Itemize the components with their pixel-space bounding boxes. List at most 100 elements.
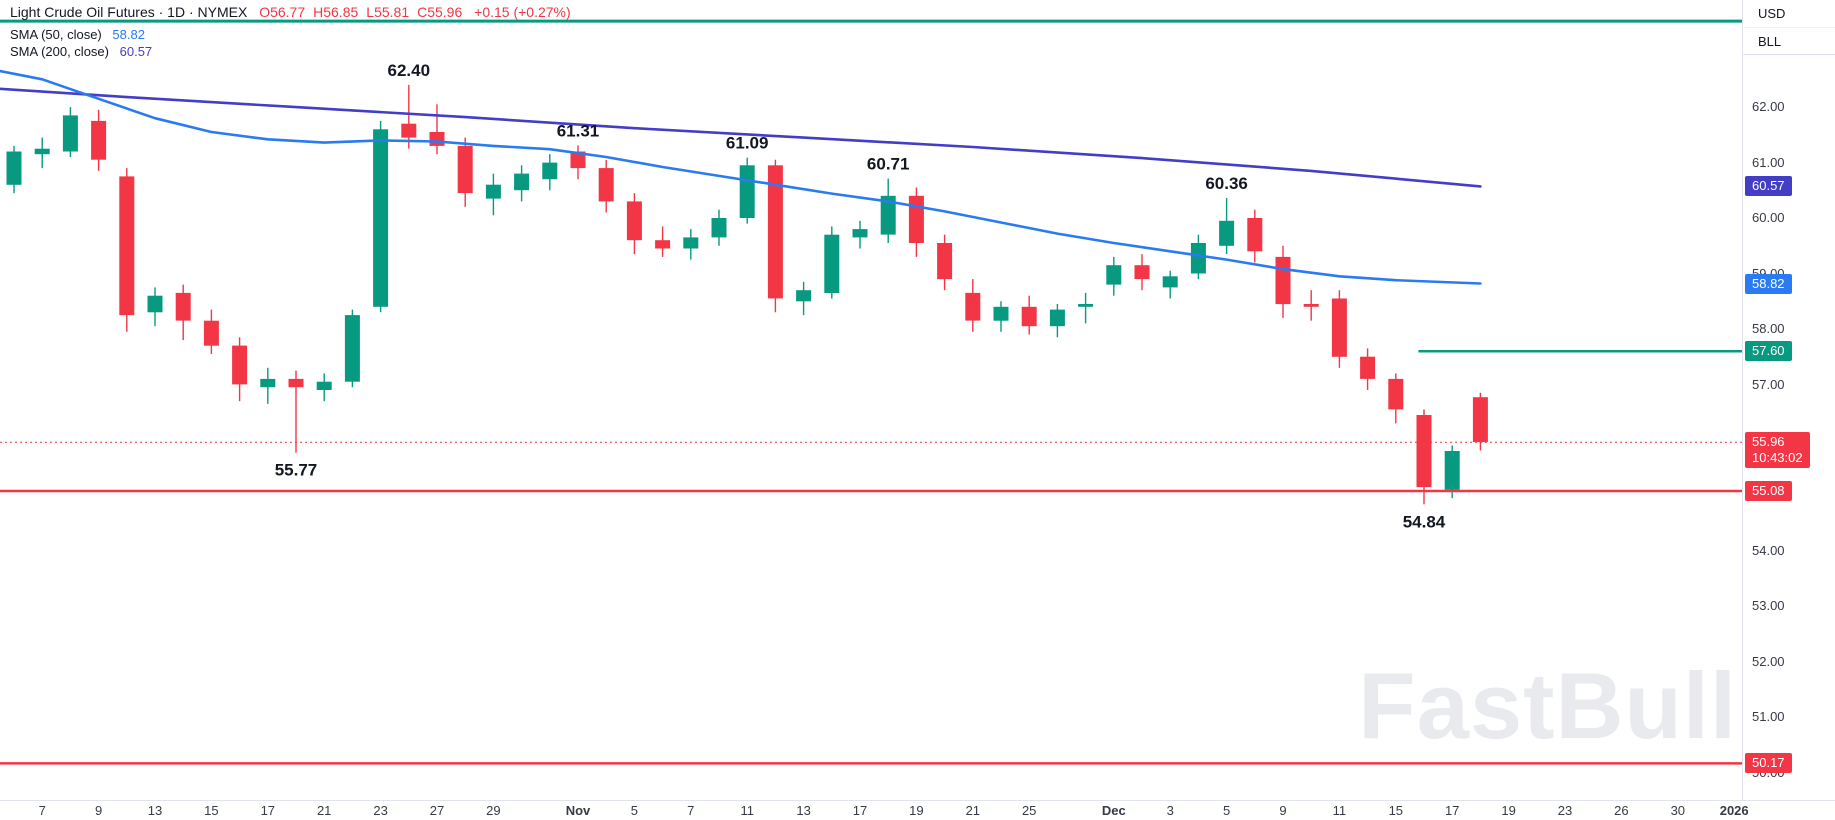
candle xyxy=(429,104,445,155)
time-label: Nov xyxy=(565,803,591,818)
time-label: 13 xyxy=(796,803,811,818)
candle xyxy=(1078,292,1094,324)
candle xyxy=(683,229,699,260)
candle xyxy=(1416,409,1432,505)
candle xyxy=(1331,290,1347,368)
price-tick: 52.00 xyxy=(1752,653,1785,669)
candle xyxy=(796,281,812,316)
candle xyxy=(1360,348,1376,390)
candle xyxy=(1106,256,1122,296)
last-price-badge: 55.96 10:43:02 xyxy=(1745,432,1810,469)
candle xyxy=(6,145,22,194)
price-badge-55.08: 55.08 xyxy=(1745,481,1792,501)
time-label: 17 xyxy=(260,803,276,818)
time-label: 19 xyxy=(909,803,924,818)
time-label: 5 xyxy=(1222,803,1231,818)
price-tick: 53.00 xyxy=(1752,598,1785,614)
candle xyxy=(316,373,332,402)
indicator-legend: SMA (50, close) 58.82 SMA (200, close) 6… xyxy=(10,26,152,60)
candle xyxy=(203,309,219,354)
time-label: 21 xyxy=(965,803,981,818)
candle xyxy=(570,145,586,180)
sma200-line xyxy=(0,87,1482,188)
price-badge-50.17: 50.17 xyxy=(1745,753,1792,774)
candle xyxy=(937,234,953,291)
symbol-title[interactable]: Light Crude Oil Futures · 1D · NYMEX xyxy=(10,4,248,20)
price-tick: 51.00 xyxy=(1752,709,1785,725)
unit-toggle[interactable]: BLL xyxy=(1743,27,1835,54)
price-badge-60.57: 60.57 xyxy=(1745,176,1792,197)
indicator-sma200[interactable]: SMA (200, close) 60.57 xyxy=(10,43,152,60)
candle xyxy=(1303,290,1319,321)
candle xyxy=(1162,270,1178,299)
time-label: 21 xyxy=(316,803,332,818)
time-label: 25 xyxy=(1021,803,1037,818)
time-label: 19 xyxy=(1501,803,1516,818)
candle xyxy=(485,173,501,216)
candle xyxy=(344,309,360,388)
ohlc-value: H56.85 xyxy=(313,4,359,20)
currency-toggle[interactable]: USD xyxy=(1758,6,1786,21)
candle xyxy=(34,137,50,169)
time-label: 15 xyxy=(204,803,219,818)
indicator-sma50-label: SMA (50, close) xyxy=(10,27,102,42)
indicator-sma200-value: 60.57 xyxy=(119,44,153,59)
candle xyxy=(119,168,135,332)
time-label: 26 xyxy=(1614,803,1629,818)
candle xyxy=(965,279,981,332)
price-tick: 62.00 xyxy=(1752,99,1785,115)
sma50-line xyxy=(0,69,1482,285)
candle xyxy=(232,337,248,402)
candle xyxy=(1134,254,1150,291)
time-label: 2026 xyxy=(1719,803,1749,818)
axis-unit-toggle: USD BLL xyxy=(1742,0,1835,55)
time-label: 9 xyxy=(94,803,103,818)
candle xyxy=(1247,209,1263,263)
candle xyxy=(288,370,304,453)
time-label: 27 xyxy=(429,803,445,818)
price-annotation: 61.09 xyxy=(726,134,769,153)
time-axis[interactable]: 7 9 13 15 17 21 23 27 29 Nov 5 7 11 13 17 19 21 25 Dec 3 5 9 1… xyxy=(0,800,1835,820)
candle xyxy=(1219,198,1235,255)
candle xyxy=(1388,373,1404,424)
price-tick: 60.00 xyxy=(1752,210,1785,225)
time-label: 23 xyxy=(1557,803,1573,818)
price-chart[interactable]: 62.40 61.31 61.09 60.71 60.36 55.77 54.84 xyxy=(0,0,1742,800)
time-label: 7 xyxy=(687,803,695,818)
candle xyxy=(824,226,840,299)
indicator-sma50-value: 58.82 xyxy=(112,27,145,42)
chart-header: Light Crude Oil Futures · 1D · NYMEX O56… xyxy=(10,4,571,20)
candle xyxy=(514,165,530,202)
candle xyxy=(373,120,389,313)
indicator-sma50[interactable]: SMA (50, close) 58.82 xyxy=(10,26,152,43)
time-label: 15 xyxy=(1388,803,1404,818)
ohlc-value: L55.81 xyxy=(366,4,410,20)
time-label: 9 xyxy=(1279,803,1287,818)
price-axis[interactable]: 62.0061.0060.0059.0058.0057.0054.0053.00… xyxy=(1742,0,1835,800)
price-tick: 54.00 xyxy=(1752,542,1785,558)
candle xyxy=(175,284,191,341)
time-label: 29 xyxy=(486,803,501,818)
candle xyxy=(655,226,671,257)
time-label: 17 xyxy=(1444,803,1460,818)
bar-countdown: 10:43:02 xyxy=(1752,450,1803,466)
candle xyxy=(1049,304,1065,338)
ohlc-value: C55.96 xyxy=(417,4,463,20)
candle xyxy=(908,187,924,257)
time-label: 11 xyxy=(740,803,754,818)
candle xyxy=(852,220,868,249)
last-price-value: 55.96 xyxy=(1752,434,1785,450)
candle xyxy=(147,287,163,327)
candle xyxy=(62,107,78,157)
candle xyxy=(542,154,558,191)
ohlc-readout: O56.77 H56.85 L55.81 C55.96 xyxy=(251,4,462,20)
candle xyxy=(1444,445,1460,499)
time-label: Dec xyxy=(1101,803,1126,818)
price-tick: 58.00 xyxy=(1752,321,1785,336)
candle xyxy=(260,367,276,404)
candle xyxy=(1275,245,1291,318)
price-badge-57.60: 57.60 xyxy=(1745,341,1792,362)
price-tick: 57.00 xyxy=(1752,376,1785,392)
ohlc-value: O56.77 xyxy=(259,4,306,20)
